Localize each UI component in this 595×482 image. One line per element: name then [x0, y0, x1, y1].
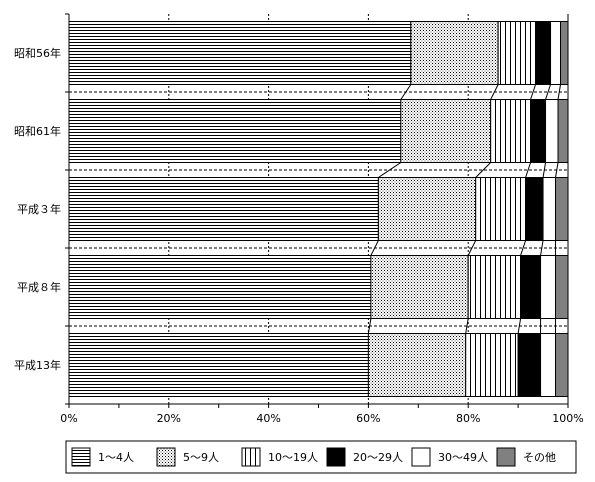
- connector-line: [400, 84, 412, 100]
- legend-label: 20～29人: [353, 451, 403, 464]
- connector-line: [517, 318, 522, 334]
- connector-line: [378, 162, 402, 178]
- bar-segment-5: [542, 177, 557, 241]
- connector-line: [475, 162, 492, 178]
- bar-segment-2: [410, 21, 499, 85]
- connector-line: [370, 240, 379, 256]
- legend-label: 1～4人: [98, 451, 134, 464]
- legend: 1～4人 5～9人 10～19人 20～29人 30～49人 その他: [65, 440, 577, 474]
- bar-segment-4: [535, 21, 552, 85]
- connector-line: [545, 84, 552, 100]
- connector-line: [555, 162, 559, 178]
- legend-label: 5～9人: [183, 451, 219, 464]
- bar-segment-3: [465, 333, 519, 397]
- legend-label: その他: [523, 451, 556, 464]
- legend-swatch: [71, 447, 91, 467]
- x-tick-label: 20%: [157, 412, 181, 425]
- bar-segment-2: [370, 255, 469, 319]
- bar-segment-6: [560, 21, 569, 85]
- bar-segment-4: [530, 99, 547, 163]
- bar-segment-2: [377, 177, 477, 241]
- bar-segment-3: [490, 99, 532, 163]
- bar-segment-4: [520, 255, 542, 319]
- bar-segment-1: [68, 255, 372, 319]
- bar-connector-lines: [367, 84, 562, 334]
- legend-swatch: [496, 447, 516, 467]
- connector-line: [525, 162, 532, 178]
- bar-segment-3: [467, 255, 522, 319]
- x-tick-label: 40%: [256, 412, 280, 425]
- bar-segment-6: [555, 177, 569, 241]
- bar-segment-5: [540, 255, 557, 319]
- bar-segment-3: [475, 177, 527, 241]
- connector-line: [520, 240, 527, 256]
- x-tick-label: 100%: [552, 412, 583, 425]
- bar-segment-2: [400, 99, 492, 163]
- bars: [68, 21, 569, 397]
- bar-segment-3: [497, 21, 537, 85]
- category-label: 平成８年: [17, 280, 61, 294]
- bar-segment-4: [517, 333, 542, 397]
- connector-line: [465, 318, 469, 334]
- bar-segment-6: [557, 99, 569, 163]
- bar-segment-2: [367, 333, 467, 397]
- category-label: 平成３年: [17, 202, 61, 216]
- category-label: 平成13年: [14, 358, 61, 372]
- category-label: 昭和56年: [14, 46, 61, 60]
- x-tick-label: 0%: [60, 412, 77, 425]
- bar-segment-5: [550, 21, 562, 85]
- connector-line: [367, 318, 372, 334]
- x-tick-labels: 0% 20% 40% 60% 80% 100%: [60, 412, 583, 425]
- x-tick-label: 60%: [356, 412, 380, 425]
- legend-swatch: [411, 447, 431, 467]
- bar-segment-1: [68, 333, 369, 397]
- bar-segment-6: [555, 255, 569, 319]
- bar-segment-5: [540, 333, 557, 397]
- bar-segment-1: [68, 21, 412, 85]
- bar-segment-5: [545, 99, 559, 163]
- connector-line: [467, 240, 477, 256]
- connector-line: [490, 84, 499, 100]
- axes: [65, 13, 569, 408]
- legend-label: 30～49人: [438, 451, 488, 464]
- legend-box: [65, 440, 577, 474]
- category-label: 昭和61年: [14, 124, 61, 138]
- legend-swatch: [241, 447, 261, 467]
- bar-segment-1: [68, 99, 402, 163]
- bar-segment-1: [68, 177, 379, 241]
- legend-label: 10～19人: [268, 451, 318, 464]
- legend-swatch: [326, 447, 346, 467]
- connector-line: [540, 240, 544, 256]
- legend-swatch: [156, 447, 176, 467]
- connector-line: [542, 162, 547, 178]
- x-tick-label: 80%: [456, 412, 480, 425]
- connector-line: [557, 84, 562, 100]
- connector-line: [530, 84, 537, 100]
- bar-segment-6: [555, 333, 569, 397]
- bar-segment-4: [525, 177, 544, 241]
